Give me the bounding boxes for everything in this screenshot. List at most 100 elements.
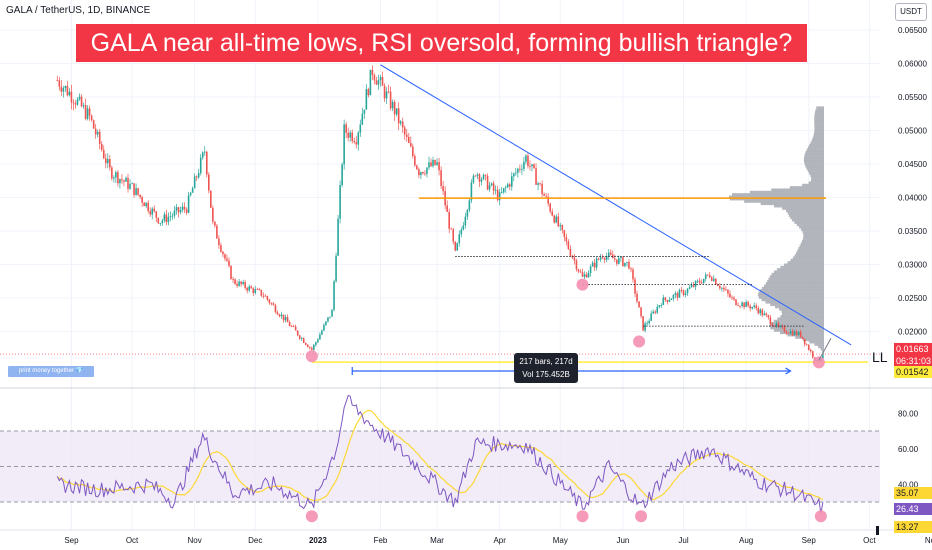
candle-body <box>430 162 432 167</box>
candle-body <box>171 215 174 217</box>
volume-profile-bar <box>782 207 824 210</box>
candle-body <box>115 172 117 178</box>
pivot-marker <box>633 335 646 348</box>
candle-body <box>583 274 586 277</box>
volume-profile-bar <box>803 157 824 161</box>
candle-body <box>636 293 638 302</box>
volume-profile-bar <box>807 146 824 149</box>
candle-body <box>387 91 390 93</box>
candle-body <box>650 313 652 321</box>
candle-body <box>735 299 737 306</box>
symbol-label: GALA / TetherUS, 1D, BINANCE <box>6 5 151 16</box>
candle-body <box>333 281 335 310</box>
candle-body <box>521 168 523 170</box>
candle-body <box>719 286 721 289</box>
candle-body <box>151 208 154 215</box>
candle-body <box>678 290 681 298</box>
candle-body <box>700 282 703 284</box>
candle-body <box>203 151 206 153</box>
candle-body <box>597 258 600 260</box>
volume-profile-bar <box>812 136 824 140</box>
currency-button[interactable]: USDT <box>895 3 927 21</box>
candle-body <box>216 225 218 239</box>
candle-body <box>323 324 325 331</box>
candle-body <box>173 210 176 216</box>
rsi-marker <box>814 510 827 523</box>
volume-profile-bar <box>790 258 824 262</box>
candle-body <box>90 115 93 121</box>
candle-body <box>68 91 71 96</box>
candle-body <box>165 214 168 223</box>
candle-body <box>226 258 228 261</box>
candle-body <box>125 177 127 182</box>
candle-body <box>692 284 695 287</box>
candle-body <box>159 223 162 224</box>
axis-marker <box>876 526 879 535</box>
volume-profile-bar <box>802 230 824 234</box>
volume-profile-bar <box>810 141 824 145</box>
candle-body <box>515 172 517 174</box>
candle-body <box>777 323 780 327</box>
candle-body <box>575 260 578 270</box>
axes: Sep Oct Nov Dec 2023 Feb Mar Apr May Jun Jul Aug Sep… <box>0 26 932 545</box>
candle-body <box>345 124 347 133</box>
y-tick-label: 0.05500 <box>898 93 927 102</box>
volume-profile-bar <box>801 228 824 231</box>
candle-body <box>60 86 63 92</box>
volume-profile-bar <box>813 134 824 138</box>
x-tick-label: Sep <box>64 536 79 545</box>
candle-body <box>313 344 315 350</box>
candle-body <box>757 308 760 314</box>
candle-body <box>502 188 505 193</box>
candle-body <box>88 108 91 116</box>
candle-body <box>280 314 283 317</box>
candle-body <box>335 255 337 282</box>
candle-body <box>658 305 661 307</box>
candle-body <box>537 183 539 185</box>
rsi-tick-label: 80.00 <box>898 409 919 418</box>
candle-body <box>654 311 657 313</box>
volume-profile-bar <box>816 106 824 109</box>
volume-profile-bar <box>749 190 824 194</box>
candle-body <box>593 262 596 268</box>
candle-body <box>153 208 156 212</box>
volume-profile-bar <box>763 284 824 288</box>
candle-body <box>745 301 747 308</box>
overlays <box>0 64 880 375</box>
candle-body <box>464 216 467 226</box>
y-tick-label: 0.02000 <box>898 328 927 337</box>
candle-body <box>183 206 186 210</box>
rsi-tick-label: 60.00 <box>898 445 919 454</box>
candle-body <box>508 184 511 187</box>
candle-body <box>113 177 115 179</box>
rsi-line <box>56 394 824 514</box>
candle-body <box>632 269 634 280</box>
candle-body <box>638 301 640 308</box>
x-tick-label: May <box>553 536 568 545</box>
y-tick-label: 0.04000 <box>898 194 927 203</box>
candle-body <box>797 331 800 336</box>
candle-body <box>696 280 699 282</box>
volume-profile-bar <box>794 221 824 224</box>
candle-body <box>531 164 533 167</box>
volume-profile-bar <box>758 296 824 299</box>
candle-body <box>434 159 436 165</box>
candle-body <box>246 287 248 291</box>
candle-body <box>727 289 729 294</box>
candle-body <box>66 85 69 96</box>
volume-profile-bar <box>810 174 824 177</box>
candle-body <box>424 173 426 175</box>
candle-body <box>167 216 170 223</box>
candle-body <box>686 288 689 294</box>
candle-body <box>86 108 89 119</box>
candle-body <box>250 286 253 289</box>
candle-body <box>500 192 503 194</box>
candle-body <box>143 202 145 207</box>
candle-body <box>410 142 412 147</box>
candle-body <box>391 101 394 109</box>
current-price-tag: 0.01663 <box>894 343 932 355</box>
rsi-ma-tag: 35.07 <box>894 487 932 499</box>
candle-body <box>64 85 67 89</box>
candle-body <box>155 211 158 218</box>
candle-body <box>131 183 133 185</box>
